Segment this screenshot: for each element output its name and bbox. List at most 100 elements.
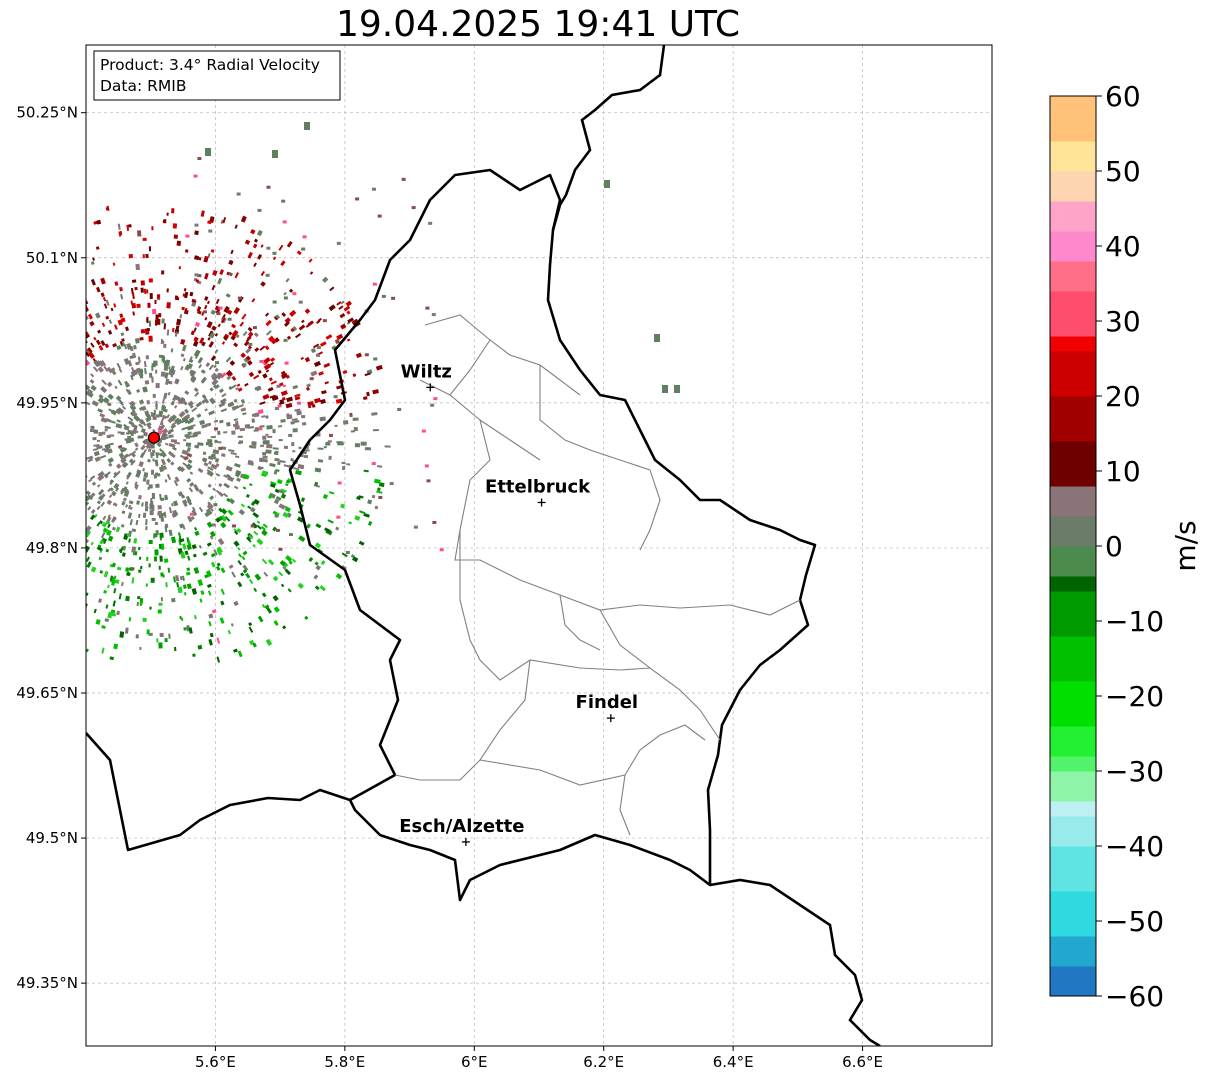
- echo-pixel: [110, 409, 118, 416]
- echo-pixel: [374, 478, 381, 484]
- echo-pixel: [128, 224, 132, 228]
- echo-pixel: [30, 425, 36, 427]
- echo-pixel: [30, 296, 35, 301]
- echo-pixel: [163, 343, 167, 349]
- echo-pixel: [277, 425, 283, 428]
- echo-pixel: [149, 510, 154, 516]
- echo-pixel: [110, 367, 116, 372]
- echo-pixel: [277, 480, 283, 485]
- echo-pixel: [129, 518, 134, 526]
- echo-pixel: [181, 575, 185, 581]
- echo-pixel: [136, 367, 142, 373]
- echo-pixel: [272, 251, 277, 255]
- echo-pixel: [123, 357, 130, 365]
- echo-pixel: [208, 410, 215, 416]
- echo-pixel: [200, 369, 206, 375]
- echo-pixel: [55, 282, 59, 286]
- echo-pixel: [55, 273, 60, 279]
- echo-pixel: [163, 323, 167, 330]
- echo-pixel: [151, 492, 155, 499]
- colorbar-bin: [1050, 441, 1096, 457]
- echo-pixel: [65, 463, 70, 467]
- echo-pixel: [105, 299, 110, 306]
- echo-pixel: [227, 402, 234, 408]
- echo-pixel: [30, 494, 37, 499]
- echo-pixel: [135, 263, 140, 271]
- echo-pixel: [77, 630, 81, 635]
- echo-pixel: [316, 346, 321, 350]
- colorbar-bin: [1050, 186, 1096, 202]
- echo-pixel: [37, 588, 44, 595]
- echo-pixel: [296, 250, 302, 256]
- echo-pixel: [27, 633, 32, 639]
- echo-pixel: [0, 318, 2, 324]
- echo-pixel: [101, 625, 106, 629]
- echo-pixel: [275, 314, 281, 320]
- echo-pixel: [40, 427, 44, 430]
- echo-pixel: [228, 385, 233, 391]
- echo-pixel: [219, 269, 224, 275]
- echo-pixel: [107, 393, 114, 400]
- echo-pixel: [120, 317, 126, 323]
- echo-pixel: [106, 499, 113, 506]
- colorbar-tick-label: 60: [1105, 80, 1141, 113]
- echo-pixel: [66, 444, 70, 448]
- echo-pixel: [378, 495, 383, 499]
- echo-pixel: [38, 469, 42, 474]
- echo-pixel: [121, 581, 124, 587]
- echo-pixel: [148, 246, 152, 252]
- echo-pixel: [257, 409, 264, 415]
- echo-pixel: [254, 573, 262, 581]
- echo-pixel: [208, 613, 214, 619]
- echo-pixel: [186, 418, 194, 425]
- echo-pixel: [36, 348, 40, 351]
- echo-pixel: [190, 405, 194, 409]
- echo-pixel: [266, 424, 273, 430]
- echo-pixel: [33, 483, 37, 486]
- echo-pixel: [70, 232, 75, 237]
- echo-pixel: [86, 545, 91, 553]
- radar-site-marker: [147, 431, 161, 444]
- echo-pixel: [217, 277, 223, 285]
- echo-pixel: [77, 477, 83, 483]
- echo-pixel: [157, 505, 162, 510]
- echo-pixel: [86, 401, 91, 406]
- echo-pixel: [93, 513, 98, 519]
- echo-pixel: [337, 481, 342, 485]
- echo-pixel: [166, 329, 170, 336]
- echo-pixel: [135, 484, 139, 490]
- echo-pixel: [146, 556, 149, 561]
- echo-pixel: [195, 401, 203, 408]
- echo-pixel: [316, 353, 321, 357]
- echo-pixel: [206, 504, 212, 510]
- echo-pixel: [112, 600, 116, 607]
- echo-pixel: [9, 393, 13, 398]
- echo-pixel: [42, 569, 47, 574]
- echo-pixel: [123, 425, 130, 431]
- echo-pixel: [120, 294, 124, 300]
- echo-pixel: [68, 452, 74, 457]
- echo-pixel: [87, 313, 93, 320]
- echo-pixel: [192, 553, 197, 558]
- echo-pixel: [272, 447, 279, 450]
- echo-pixel: [111, 516, 117, 523]
- echo-pixel: [46, 381, 50, 386]
- echo-pixel: [146, 399, 151, 405]
- echo-pixel: [82, 432, 85, 436]
- echo-pixel: [34, 516, 38, 520]
- colorbar-tick-label: 20: [1105, 380, 1141, 413]
- echo-pixel: [116, 566, 122, 571]
- echo-pixel: [23, 463, 30, 467]
- echo-pixel: [175, 574, 180, 582]
- echo-pixel: [166, 414, 170, 419]
- echo-pixel: [238, 553, 243, 558]
- echo-pixel: [63, 339, 69, 345]
- echo-pixel: [192, 340, 199, 347]
- echo-pixel: [270, 357, 276, 363]
- echo-pixel: [159, 532, 164, 538]
- echo-pixel: [14, 488, 21, 493]
- echo-pixel: [289, 309, 297, 317]
- echo-pixel: [151, 517, 156, 521]
- echo-pixel: [55, 498, 59, 502]
- echo-pixel: [274, 407, 279, 411]
